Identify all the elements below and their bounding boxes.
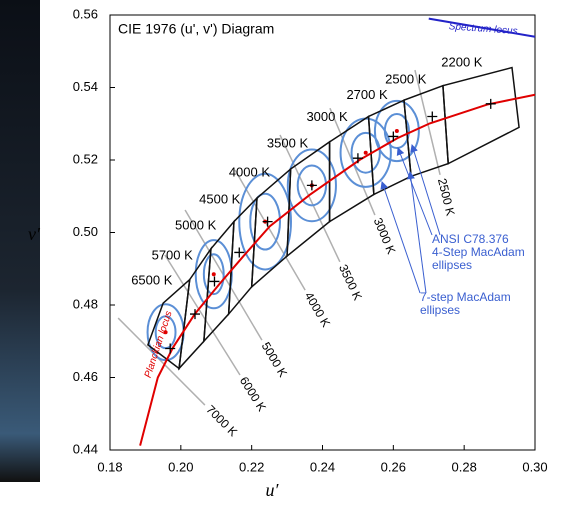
isotherm-label: 4000 K <box>302 290 333 330</box>
y-tick-label: 0.48 <box>73 296 98 311</box>
macadam-4-step <box>249 192 281 251</box>
x-tick-label: 0.24 <box>310 459 335 474</box>
cct-label: 3000 K <box>306 109 348 124</box>
arrow <box>410 144 441 236</box>
photo-strip <box>0 0 40 482</box>
macadam-4-step <box>202 253 225 296</box>
chart-title: CIE 1976 (u', v') Diagram <box>118 21 274 37</box>
y-tick-label: 0.44 <box>73 441 98 456</box>
x-tick-label: 0.30 <box>522 459 547 474</box>
y-tick-label: 0.56 <box>73 6 98 21</box>
x-tick-label: 0.18 <box>97 459 122 474</box>
x-tick-label: 0.20 <box>168 459 193 474</box>
macadam-4-step <box>350 131 381 174</box>
ellipse-center <box>394 129 399 133</box>
cct-label: 2500 K <box>385 71 427 86</box>
ellipse-center <box>163 330 168 335</box>
cct-label: 3500 K <box>267 135 309 150</box>
macadam-7-step <box>194 239 233 310</box>
nominal-cross <box>427 111 438 122</box>
arrow <box>380 181 421 294</box>
y-tick-label: 0.50 <box>73 224 98 239</box>
annotation: 7-step MacAdam <box>420 290 511 304</box>
isotherm <box>117 317 206 406</box>
nominal-cross <box>352 153 363 164</box>
nominal-cross <box>262 216 273 227</box>
cct-label: 6500 K <box>131 272 173 287</box>
x-tick-label: 0.28 <box>452 459 477 474</box>
macadam-7-step <box>373 99 420 163</box>
isotherm-label: 3000 K <box>371 216 399 256</box>
annotation: ellipses <box>420 303 460 317</box>
ansi-quadrangle <box>403 84 450 178</box>
ansi-quadrangle <box>442 66 520 165</box>
cct-label: 4500 K <box>199 191 241 206</box>
locus-line <box>139 93 536 446</box>
series-label: Spectrum locus <box>448 21 518 37</box>
y-axis-label: v′ <box>28 224 41 244</box>
nominal-cross <box>190 309 200 320</box>
cct-label: 4000 K <box>229 164 271 179</box>
x-tick-label: 0.22 <box>239 459 264 474</box>
cct-label: 5000 K <box>175 218 217 233</box>
nominal-cross <box>485 98 496 109</box>
locus-line <box>428 17 536 38</box>
ansi-quadrangle <box>250 167 292 289</box>
nominal-cross <box>388 131 399 142</box>
ellipse-center <box>363 150 368 155</box>
nominal-cross <box>209 276 220 287</box>
x-axis-label: u′ <box>266 480 280 500</box>
isotherm-label: 5000 K <box>259 340 290 380</box>
x-tick-label: 0.26 <box>381 459 406 474</box>
annotation: 4-Step MacAdam <box>432 245 525 259</box>
nominal-cross <box>234 247 245 258</box>
ellipse-center <box>211 272 216 277</box>
y-tick-label: 0.54 <box>73 79 98 94</box>
cct-label: 2200 K <box>441 55 483 70</box>
nominal-cross <box>306 180 317 191</box>
cct-label: 5700 K <box>152 248 194 263</box>
nominal-cross <box>165 343 176 354</box>
annotation: ANSI C78.376 <box>432 232 509 246</box>
macadam-4-step <box>296 164 328 207</box>
isotherm-label: 6000 K <box>237 374 269 414</box>
macadam-7-step <box>238 172 292 271</box>
macadam-7-step <box>286 148 337 223</box>
cct-label: 2700 K <box>346 87 388 102</box>
arrow <box>406 171 427 294</box>
isotherm-label: 2500 K <box>435 177 457 217</box>
y-tick-label: 0.52 <box>73 151 98 166</box>
isotherm <box>279 134 341 263</box>
arrow <box>396 147 433 236</box>
isotherm-label: 3500 K <box>336 262 365 302</box>
isotherm <box>164 254 241 376</box>
isotherm-label: 7000 K <box>203 402 240 439</box>
y-tick-label: 0.46 <box>73 369 98 384</box>
isotherm <box>414 69 441 176</box>
annotation: ellipses <box>432 258 472 272</box>
